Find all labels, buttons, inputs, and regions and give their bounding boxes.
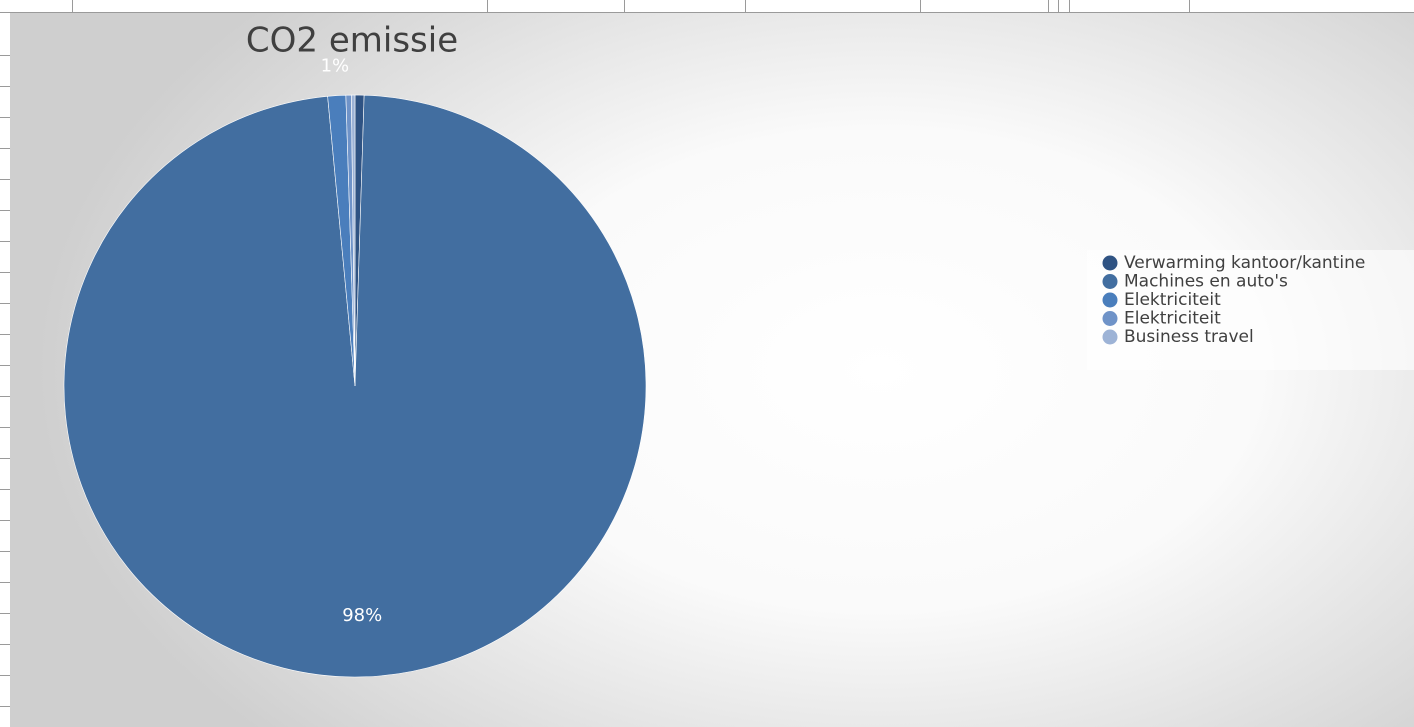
legend-marker — [1102, 292, 1118, 308]
legend-label: Verwarming kantoor/kantine — [1124, 253, 1365, 273]
pie: 98% 1% — [63, 56, 647, 678]
pie-slice — [63, 94, 647, 678]
legend-label: Machines en auto's — [1124, 272, 1288, 292]
spreadsheet-grid — [0, 0, 1414, 13]
legend-marker — [1102, 311, 1118, 326]
legend-marker — [1102, 255, 1118, 271]
legend-label: Elektriciteit — [1124, 290, 1221, 310]
data-label: 98% — [342, 605, 382, 626]
legend-marker — [1102, 329, 1118, 345]
pie-slice — [351, 94, 356, 387]
legend-box — [1087, 250, 1414, 370]
chart-title: CO2 emissie — [246, 21, 458, 61]
row-lines — [0, 55, 10, 707]
legend-marker — [1102, 274, 1118, 289]
legend-label: Business travel — [1124, 327, 1254, 347]
legend-label: Elektriciteit — [1124, 309, 1221, 329]
data-label: 1% — [321, 56, 350, 77]
